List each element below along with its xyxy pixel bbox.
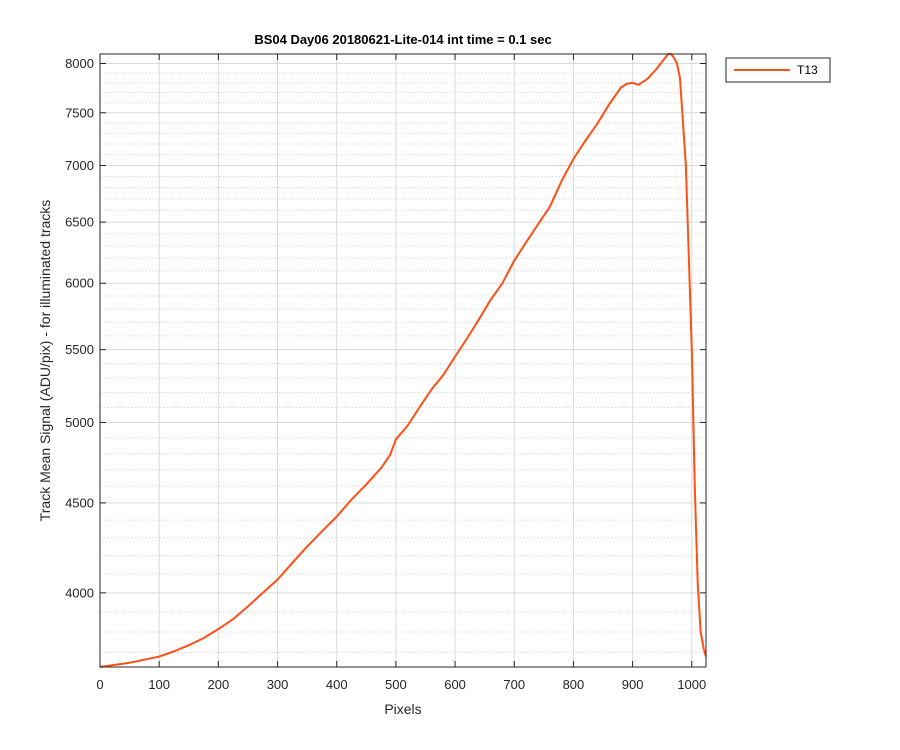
legend: T13	[725, 57, 831, 83]
x-tick-label: 1000	[677, 677, 706, 692]
x-tick-label: 600	[444, 677, 466, 692]
x-tick-label: 0	[96, 677, 103, 692]
x-tick-label: 800	[563, 677, 585, 692]
x-tick-label: 500	[385, 677, 407, 692]
plot-area	[100, 54, 706, 667]
x-tick-label: 300	[267, 677, 289, 692]
x-tick-label: 400	[326, 677, 348, 692]
x-tick-label: 100	[148, 677, 170, 692]
y-tick-label: 7000	[65, 158, 94, 173]
series-line-t13	[99, 53, 707, 668]
tick-labels: 0 100 200 300 400 500 600 700 800 900 1000 4000 4500…	[65, 56, 706, 692]
y-tick-label: 5500	[65, 342, 94, 357]
y-tick-label: 4000	[65, 585, 94, 600]
y-tick-label: 6500	[65, 215, 94, 230]
y-tick-label: 8000	[65, 56, 94, 71]
y-tick-label: 7500	[65, 105, 94, 120]
y-tick-label: 6000	[65, 276, 94, 291]
y-tick-label: 4500	[65, 495, 94, 510]
x-tick-label: 900	[622, 677, 644, 692]
grid	[100, 53, 706, 667]
legend-label-t13: T13	[797, 63, 818, 77]
axes-box	[99, 53, 707, 668]
series-layer	[99, 53, 707, 668]
x-tick-label: 200	[208, 677, 230, 692]
y-tick-label: 5000	[65, 415, 94, 430]
chart-title: BS04 Day06 20180621-Lite-014 int time = …	[254, 32, 551, 47]
axes	[99, 53, 707, 668]
y-axis-label: Track Mean Signal (ADU/pix) - for illumi…	[37, 200, 53, 522]
x-tick-label: 700	[503, 677, 525, 692]
x-axis-label: Pixels	[384, 701, 421, 717]
